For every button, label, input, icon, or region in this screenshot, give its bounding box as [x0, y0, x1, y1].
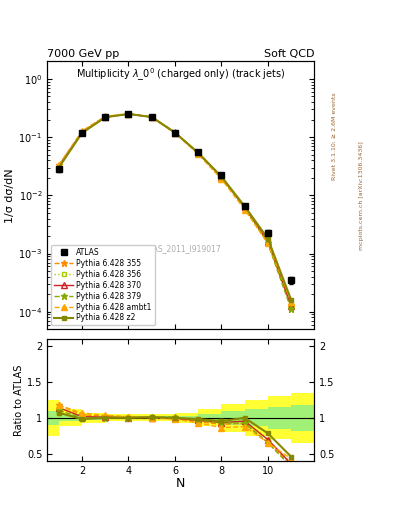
Text: Rivet 3.1.10; ≥ 2.6M events: Rivet 3.1.10; ≥ 2.6M events [332, 93, 336, 180]
Text: Multiplicity $\lambda\_0^0$ (charged only) (track jets): Multiplicity $\lambda\_0^0$ (charged onl… [76, 67, 286, 83]
Text: mcplots.cern.ch [arXiv:1306.3436]: mcplots.cern.ch [arXiv:1306.3436] [359, 141, 364, 250]
Y-axis label: Ratio to ATLAS: Ratio to ATLAS [14, 364, 24, 436]
Text: Soft QCD: Soft QCD [264, 49, 314, 59]
Text: ATLAS_2011_I919017: ATLAS_2011_I919017 [140, 244, 222, 253]
Y-axis label: 1/σ dσ/dN: 1/σ dσ/dN [6, 168, 15, 223]
Legend: ATLAS, Pythia 6.428 355, Pythia 6.428 356, Pythia 6.428 370, Pythia 6.428 379, P: ATLAS, Pythia 6.428 355, Pythia 6.428 35… [51, 245, 154, 326]
X-axis label: N: N [176, 477, 185, 490]
Text: 7000 GeV pp: 7000 GeV pp [47, 49, 119, 59]
